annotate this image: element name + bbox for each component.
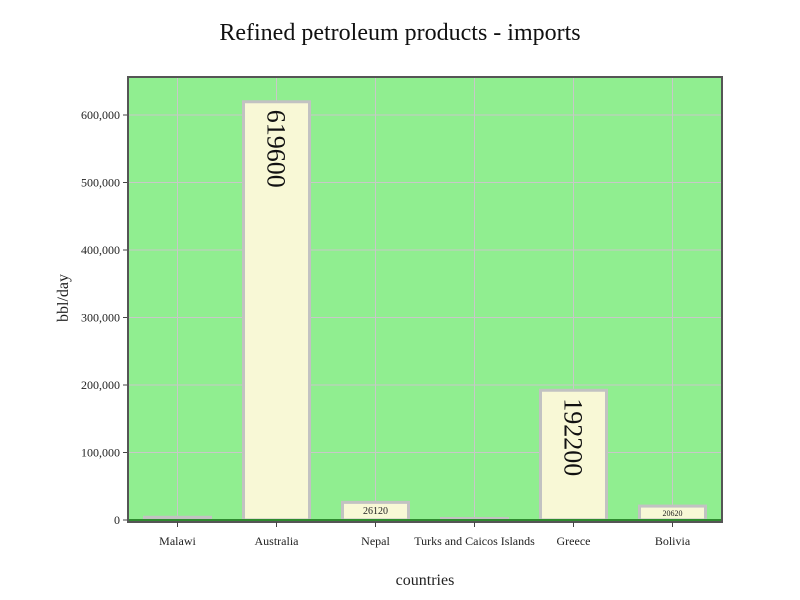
x-tick-label: Bolivia [655,534,691,548]
y-tick-label: 200,000 [81,378,120,392]
y-tick-label: 400,000 [81,243,120,257]
y-tick-label: 300,000 [81,311,120,325]
chart-title: Refined petroleum products - imports [219,20,580,46]
data-label: 192200 [559,398,588,476]
plot-background [128,77,722,522]
plot-area: 0 100,000 200,000 300,000 400,000 500,000 600,… [81,76,723,548]
x-tick-label: Greece [557,534,591,548]
y-axis-title: bbl/day [55,274,72,322]
bar [242,100,311,522]
y-tick-label: 600,000 [81,108,120,122]
x-axis-title: countries [396,572,455,589]
y-tick-label: 0 [114,513,120,527]
x-tick-label: Australia [255,534,300,548]
y-tick-label: 100,000 [81,446,120,460]
plot-frame [127,76,723,523]
data-label: 20620 [663,509,683,518]
data-label: 26120 [363,506,388,517]
y-tick-label: 500,000 [81,176,120,190]
x-tick-label: Turks and Caicos Islands [414,534,535,548]
x-tick-label: Nepal [361,534,390,548]
x-tick-label: Malawi [159,534,196,548]
data-label: 619600 [262,110,291,188]
